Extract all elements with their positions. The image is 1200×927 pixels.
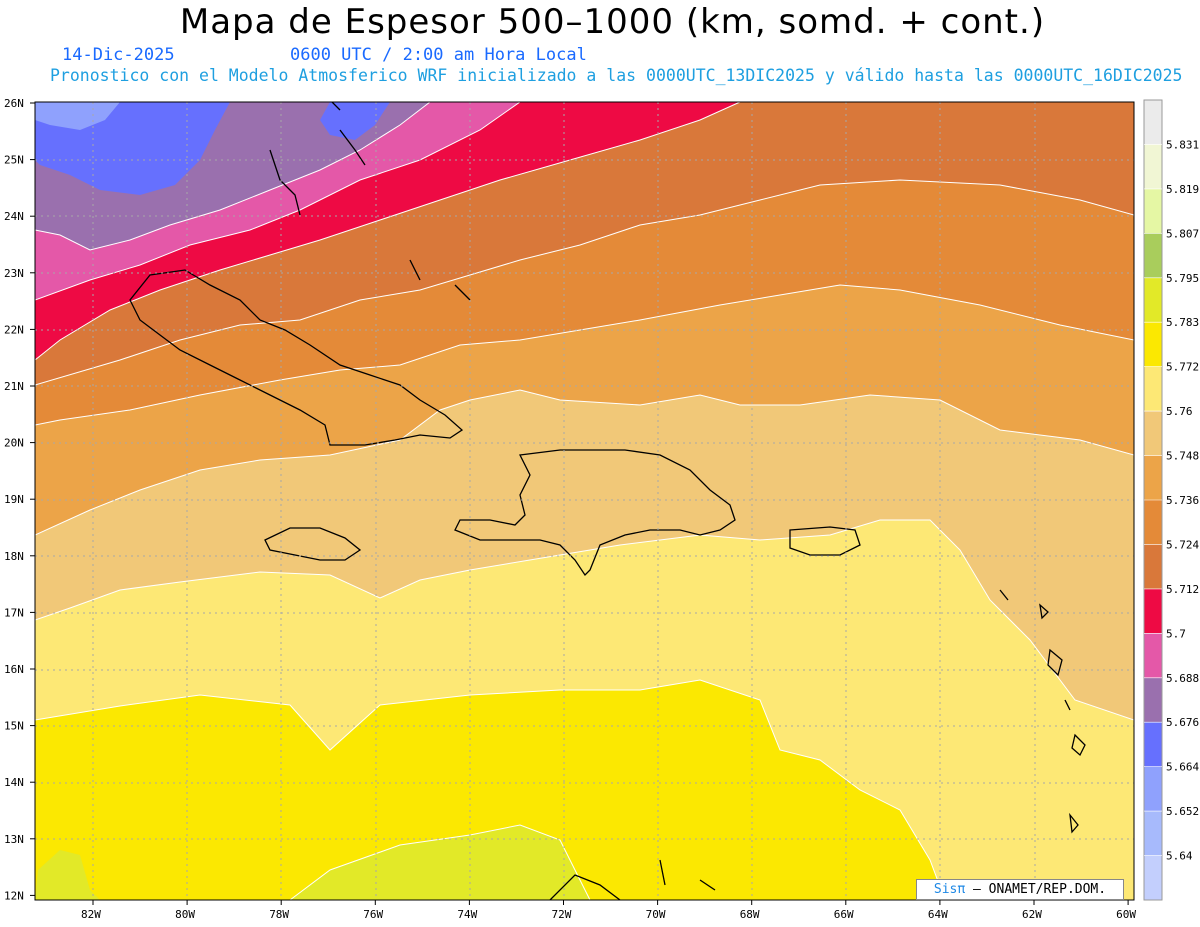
lon-label: 80W [175,908,195,921]
colorbar-label: 5.7 [1166,627,1186,640]
model-run-info: Pronostico con el Modelo Atmosferico WRF… [50,66,1183,85]
lat-label: 15N [4,720,24,733]
coastlines [129,102,1086,900]
lat-label: 12N [4,889,24,902]
lon-label: 70W [646,908,666,921]
lat-label: 25N [4,154,24,167]
colorbar-swatch [1144,144,1162,189]
colorbar-swatch [1144,588,1162,634]
map-title: Mapa de Espesor 500–1000 (km, somd. + co… [179,2,1046,42]
lon-label: 82W [81,908,101,921]
lat-label: 24N [4,210,24,223]
lat-label: 20N [4,437,24,450]
colorbar-swatch [1144,188,1162,234]
gridlines [35,102,1134,900]
colorbar-label: 5.64 [1166,850,1193,863]
colorbar-swatch [1144,855,1162,900]
colorbar-label: 5.748 [1166,450,1199,463]
longitude-labels: 82W 80W 78W 76W 74W 72W 70W 68W 66W 64W 62W 60W [81,900,1136,921]
lat-label: 13N [4,833,24,846]
colorbar-label: 5.807 [1166,227,1199,240]
lat-label: 18N [4,550,24,563]
lat-label: 22N [4,323,24,336]
colorbar-swatch [1144,100,1162,145]
lon-label: 62W [1022,908,1042,921]
colorbar-label: 5.795 [1166,272,1199,285]
colorbar-swatch [1144,500,1162,545]
colorbar-label: 5.664 [1166,761,1199,774]
colorbar-swatch [1144,766,1162,812]
colorbar-label: 5.688 [1166,672,1199,685]
credit-box: Sisπ – ONAMET/REP.DOM. [916,879,1124,900]
colorbar-label: 5.712 [1166,583,1199,596]
colorbar-swatch [1144,233,1162,278]
lat-label: 19N [4,493,24,506]
colorbar-swatch [1144,677,1162,723]
colorbar-swatch [1144,722,1162,767]
colorbar-swatch [1144,633,1162,678]
lon-label: 72W [552,908,572,921]
lon-label: 74W [457,908,477,921]
lat-label: 16N [4,663,24,676]
plot-frame [34,101,1135,901]
colorbar: 5.831 5.819 5.807 5.795 5.783 5.772 5.76 5.748 5… [1143,99,1199,901]
lon-label: 64W [928,908,948,921]
colorbar-swatch [1144,411,1162,456]
colorbar-label: 5.736 [1166,494,1199,507]
lon-label: 60W [1116,908,1136,921]
colorbar-swatch [1144,455,1162,500]
colorbar-label: 5.831 [1166,138,1199,151]
colorbar-label: 5.783 [1166,316,1199,329]
colorbar-swatch [1144,811,1162,856]
filled-contours [35,102,1134,900]
lat-label: 21N [4,380,24,393]
lat-label: 23N [4,267,24,280]
colorbar-label: 5.652 [1166,805,1199,818]
colorbar-label: 5.724 [1166,538,1199,551]
colorbar-swatch [1144,277,1162,323]
sispi-logo: Sisπ [933,882,966,897]
lon-label: 68W [740,908,760,921]
colorbar-label: 5.819 [1166,183,1199,196]
colorbar-label: 5.772 [1166,361,1199,374]
latitude-labels: 26N 25N 24N 23N 22N 21N 20N 19N 18N 17N 16N 15N 14N 1… [4,97,35,902]
forecast-date: 14-Dic-2025 [62,45,175,65]
forecast-time: 0600 UTC / 2:00 am Hora Local [290,45,587,65]
colorbar-label: 5.76 [1166,405,1193,418]
lon-label: 78W [269,908,289,921]
lat-label: 14N [4,776,24,789]
lat-label: 26N [4,97,24,110]
credit-text: – ONAMET/REP.DOM. [965,882,1107,897]
lon-label: 66W [834,908,854,921]
lon-label: 76W [363,908,383,921]
lat-label: 17N [4,606,24,619]
colorbar-swatch [1144,322,1162,367]
colorbar-swatch [1144,366,1162,412]
colorbar-swatch [1144,544,1162,589]
colorbar-label: 5.676 [1166,716,1199,729]
